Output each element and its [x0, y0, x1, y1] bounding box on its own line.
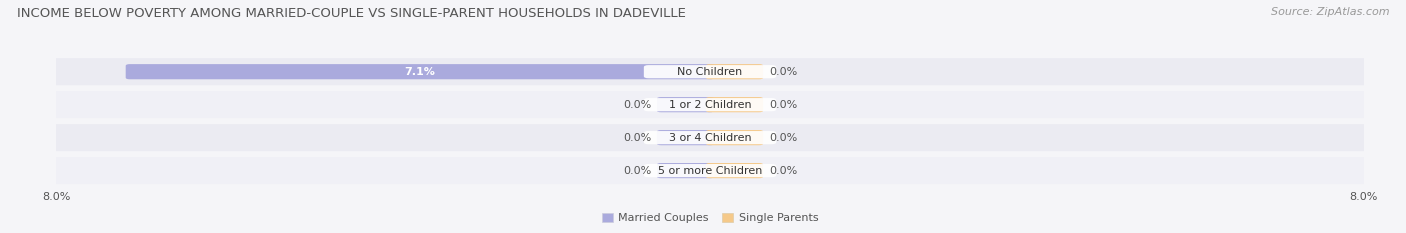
Text: No Children: No Children	[678, 67, 742, 77]
FancyBboxPatch shape	[706, 64, 763, 79]
FancyBboxPatch shape	[644, 65, 776, 78]
FancyBboxPatch shape	[657, 130, 714, 145]
FancyBboxPatch shape	[11, 124, 1406, 151]
FancyBboxPatch shape	[644, 164, 776, 177]
Text: 5 or more Children: 5 or more Children	[658, 166, 762, 176]
Text: 0.0%: 0.0%	[769, 166, 797, 176]
FancyBboxPatch shape	[125, 64, 714, 79]
FancyBboxPatch shape	[11, 91, 1406, 118]
FancyBboxPatch shape	[657, 97, 714, 112]
Text: 0.0%: 0.0%	[623, 100, 651, 110]
Text: 0.0%: 0.0%	[769, 133, 797, 143]
FancyBboxPatch shape	[11, 58, 1406, 85]
FancyBboxPatch shape	[11, 157, 1406, 184]
FancyBboxPatch shape	[657, 163, 714, 178]
Text: Source: ZipAtlas.com: Source: ZipAtlas.com	[1271, 7, 1389, 17]
Text: 0.0%: 0.0%	[769, 67, 797, 77]
Text: 7.1%: 7.1%	[405, 67, 436, 77]
FancyBboxPatch shape	[706, 97, 763, 112]
Text: 1 or 2 Children: 1 or 2 Children	[669, 100, 751, 110]
FancyBboxPatch shape	[706, 163, 763, 178]
Text: 0.0%: 0.0%	[769, 100, 797, 110]
FancyBboxPatch shape	[644, 98, 776, 111]
FancyBboxPatch shape	[706, 130, 763, 145]
Text: 3 or 4 Children: 3 or 4 Children	[669, 133, 751, 143]
Text: 0.0%: 0.0%	[623, 133, 651, 143]
Text: INCOME BELOW POVERTY AMONG MARRIED-COUPLE VS SINGLE-PARENT HOUSEHOLDS IN DADEVIL: INCOME BELOW POVERTY AMONG MARRIED-COUPL…	[17, 7, 686, 20]
FancyBboxPatch shape	[644, 131, 776, 144]
Text: 0.0%: 0.0%	[623, 166, 651, 176]
Legend: Married Couples, Single Parents: Married Couples, Single Parents	[598, 208, 823, 227]
